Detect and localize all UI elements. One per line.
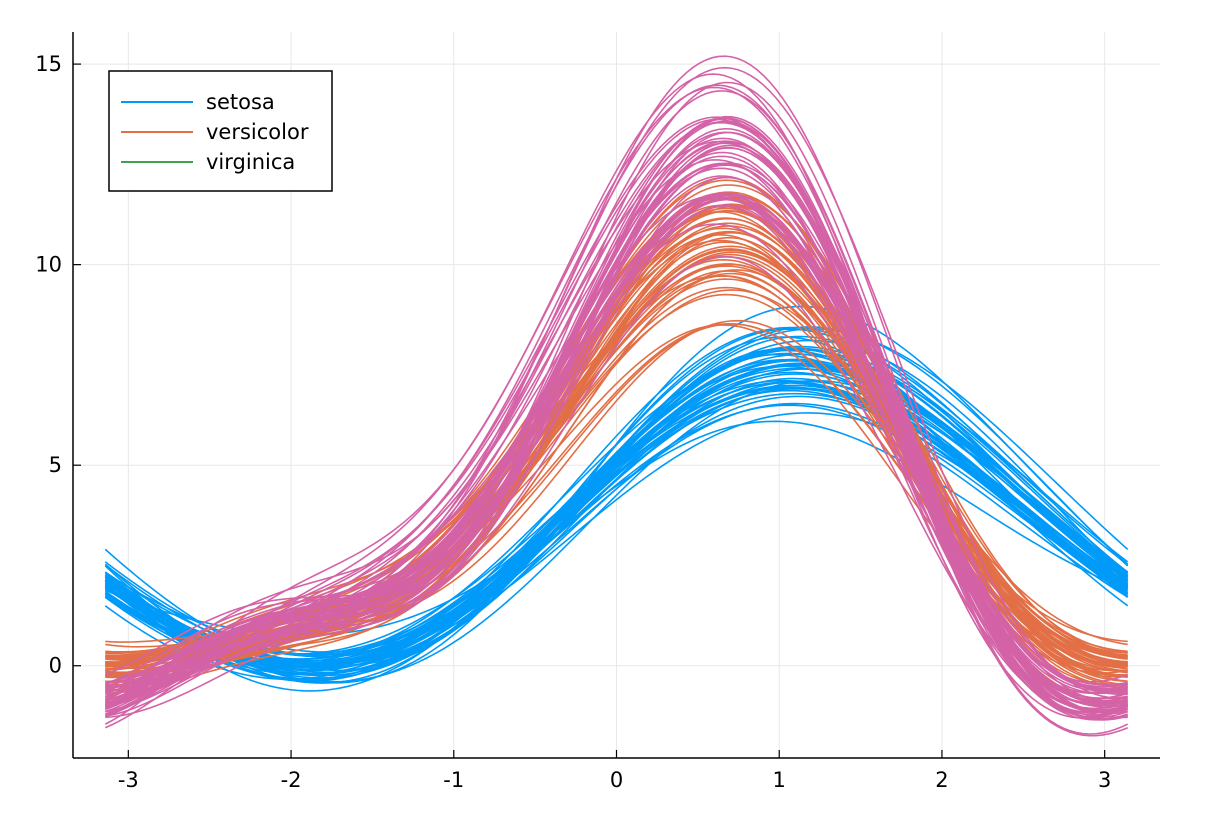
legend-label-setosa: setosa <box>206 90 275 114</box>
curve-virginica <box>105 140 1128 696</box>
curve-virginica <box>105 66 1128 700</box>
x-tick-label: -1 <box>443 768 464 792</box>
curve-virginica <box>105 192 1128 695</box>
x-tick-label: 2 <box>935 768 948 792</box>
curve-setosa <box>104 336 1129 681</box>
series-setosa <box>104 305 1129 692</box>
series-virginica <box>104 55 1129 737</box>
curve-setosa <box>104 368 1129 680</box>
curve-virginica <box>104 146 1128 694</box>
curve-virginica <box>104 115 1129 714</box>
legend: setosa versicolor virginica <box>108 70 333 192</box>
curve-setosa <box>104 395 1129 676</box>
curve-setosa <box>104 348 1129 672</box>
curve-setosa <box>104 348 1129 667</box>
axes <box>72 32 1160 759</box>
tick-labels: -3 -2 -1 0 1 2 3 0 5 10 15 <box>35 52 1111 792</box>
x-tick-label: -3 <box>118 768 139 792</box>
y-tick-label: 10 <box>35 253 62 277</box>
curve-setosa <box>104 373 1129 664</box>
curve-setosa <box>104 364 1129 668</box>
series-layer <box>104 55 1129 737</box>
curve-virginica <box>105 198 1128 711</box>
y-tick-label: 5 <box>49 453 62 477</box>
x-tick-label: 1 <box>773 768 786 792</box>
y-tick-label: 0 <box>49 654 62 678</box>
x-tick-label: 3 <box>1098 768 1111 792</box>
curve-virginica <box>105 192 1128 706</box>
curve-setosa <box>104 348 1129 682</box>
legend-label-virginica: virginica <box>206 150 295 174</box>
curve-setosa <box>104 379 1129 683</box>
y-tick-label: 15 <box>35 52 62 76</box>
x-tick-label: -2 <box>281 768 302 792</box>
x-tick-label: 0 <box>610 768 623 792</box>
legend-label-versicolor: versicolor <box>206 120 309 144</box>
